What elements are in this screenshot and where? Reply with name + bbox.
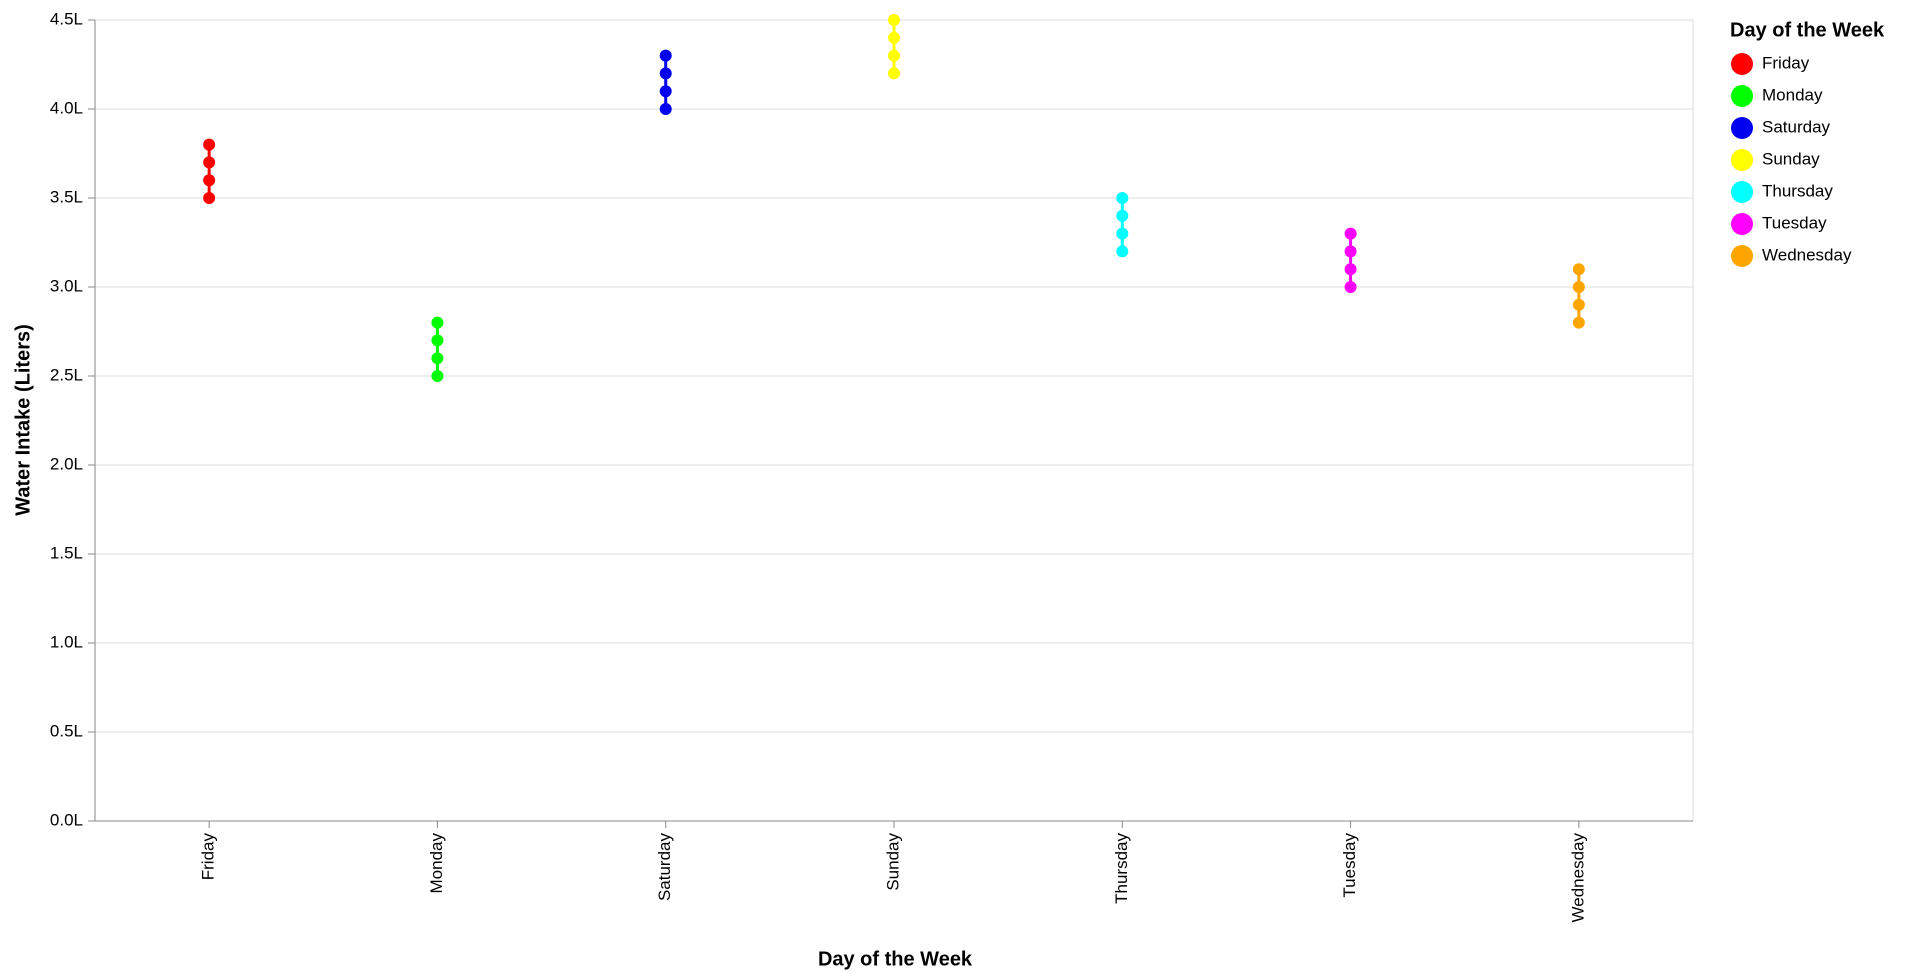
x-tick-label: Monday: [427, 833, 446, 894]
point: [1116, 227, 1129, 240]
legend-swatch: [1731, 117, 1753, 139]
x-tick-label: Friday: [199, 833, 218, 881]
point: [1572, 298, 1585, 311]
y-tick-label: 4.5L: [50, 9, 83, 28]
x-tick-label: Wednesday: [1568, 833, 1587, 923]
point: [431, 334, 444, 347]
legend-label: Monday: [1762, 85, 1823, 104]
legend-label: Saturday: [1762, 117, 1831, 136]
x-tick-label: Sunday: [883, 833, 902, 891]
point: [659, 85, 672, 98]
legend-swatch: [1731, 53, 1753, 75]
legend-title: Day of the Week: [1730, 19, 1885, 41]
point: [203, 174, 216, 187]
y-axis-title: Water Intake (Liters): [12, 324, 34, 516]
point: [1344, 245, 1357, 258]
legend-swatch: [1731, 213, 1753, 235]
point: [1116, 192, 1129, 204]
point: [203, 138, 216, 151]
legend-label: Sunday: [1762, 149, 1820, 168]
point: [888, 31, 900, 44]
y-tick-label: 3.5L: [50, 187, 83, 206]
legend-swatch: [1731, 245, 1753, 267]
y-tick-label: 1.0L: [50, 632, 83, 651]
y-tick-label: 3.0L: [50, 276, 83, 295]
legend-label: Friday: [1762, 53, 1810, 72]
point: [1572, 281, 1585, 293]
point: [659, 49, 672, 62]
x-axis-title: Day of the Week: [818, 948, 973, 970]
point: [659, 67, 672, 80]
point: [1344, 281, 1357, 293]
y-tick-label: 2.5L: [50, 365, 83, 384]
point: [431, 370, 444, 382]
point: [431, 316, 444, 329]
legend-label: Tuesday: [1762, 213, 1827, 232]
y-tick-label: 4.0L: [50, 98, 83, 117]
point: [1116, 209, 1129, 222]
point: [1116, 245, 1129, 258]
legend-swatch: [1731, 181, 1753, 203]
legend-swatch: [1731, 149, 1753, 171]
y-tick-label: 2.0L: [50, 454, 83, 473]
point: [431, 352, 444, 365]
legend-swatch: [1731, 85, 1753, 107]
legend-label: Thursday: [1762, 181, 1833, 200]
point: [659, 103, 672, 115]
point: [1572, 263, 1585, 276]
point: [888, 49, 900, 62]
x-tick-label: Tuesday: [1340, 833, 1359, 898]
x-tick-label: Saturday: [655, 833, 674, 902]
point: [203, 192, 216, 204]
point: [888, 14, 900, 26]
point: [1344, 263, 1357, 276]
x-tick-label: Thursday: [1112, 833, 1131, 904]
y-tick-label: 0.5L: [50, 721, 83, 740]
point: [203, 156, 216, 169]
y-tick-label: 1.5L: [50, 543, 83, 562]
point: [1344, 227, 1357, 240]
legend-label: Wednesday: [1762, 245, 1852, 264]
y-tick-label: 0.0L: [50, 810, 83, 829]
point: [888, 67, 900, 80]
point: [1572, 316, 1585, 329]
